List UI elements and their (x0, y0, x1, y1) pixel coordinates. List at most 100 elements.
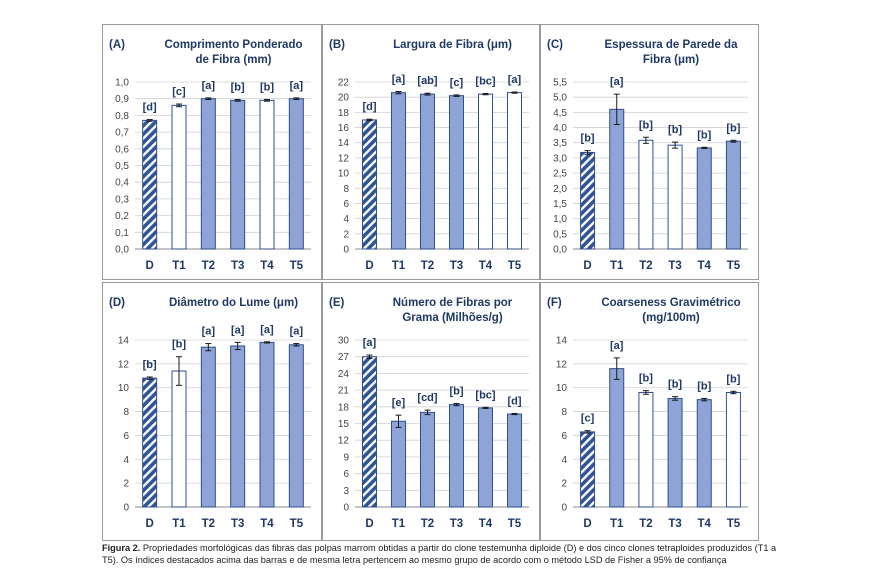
y-tick-label: 10 (118, 383, 130, 394)
group-letter-T2: [b] (639, 119, 653, 131)
error-bar-D (366, 118, 373, 122)
x-tick-label-D: D (583, 518, 591, 530)
group-letter-T5: [d] (507, 395, 521, 407)
y-tick-label: 4 (343, 214, 349, 225)
bar-D (362, 356, 377, 508)
y-tick-label: 1,0 (115, 78, 129, 89)
y-tick-label: 12 (118, 359, 130, 370)
error-bar-D (146, 376, 153, 380)
group-letter-T5: [a] (290, 80, 304, 92)
bar-T2 (638, 391, 654, 508)
y-tick-label: 4 (123, 455, 129, 466)
bar-D (142, 377, 158, 508)
error-bar-T2 (205, 97, 212, 101)
error-bar-T3 (453, 402, 460, 407)
bar-T3 (667, 397, 683, 508)
y-tick-label: 10 (338, 169, 350, 180)
error-bar-T3 (453, 94, 460, 97)
panel-A: (A) Comprimento Ponderado de Fibra (mm) 0,0… (102, 24, 322, 280)
group-letter-T5: [b] (726, 122, 740, 134)
bar-T5 (507, 413, 522, 508)
group-letter-T4: [b] (697, 129, 711, 141)
x-tick-label-D: D (365, 518, 373, 530)
bar-T4 (259, 99, 275, 250)
y-tick-label: 15 (338, 419, 350, 430)
error-bar-T5 (293, 97, 300, 101)
y-tick-label: 30 (338, 336, 350, 347)
y-tick-label: 0,0 (553, 245, 567, 256)
y-tick-label: 8 (123, 407, 129, 418)
error-bar-T1 (395, 414, 402, 428)
panel-label: (D) (109, 297, 125, 309)
error-bar-D (146, 119, 153, 122)
error-bar-T4 (482, 93, 489, 96)
chart-title-line: Diâmetro do Lume (μm) (169, 297, 298, 309)
y-tick-label: 12 (338, 153, 350, 164)
caption-text: Propriedades morfológicas das fibras das… (102, 543, 777, 565)
x-tick-label-T2: T2 (421, 518, 434, 530)
bar-T5 (288, 98, 304, 250)
y-tick-label: 22 (338, 78, 350, 89)
group-letter-D: [d] (143, 102, 157, 114)
y-tick-label: 24 (338, 369, 350, 380)
x-tick-label-T1: T1 (610, 260, 624, 272)
bar-T3 (449, 95, 464, 250)
bar-T2 (200, 98, 216, 250)
error-bar-T2 (424, 409, 431, 416)
bar-T5 (725, 140, 741, 250)
y-tick-label: 1,0 (553, 214, 567, 225)
group-letter-T3: [c] (450, 77, 464, 89)
y-tick-label: 0,8 (115, 111, 129, 122)
group-letter-D: [b] (581, 133, 595, 145)
group-letter-T3: [a] (231, 324, 245, 336)
group-letter-D: [b] (143, 359, 157, 371)
x-tick-label-T1: T1 (610, 518, 624, 530)
error-bar-T4 (482, 406, 489, 409)
bar-T1 (391, 420, 406, 508)
error-bar-T4 (701, 146, 708, 149)
panel-C: (C) Espessura de Parede da Fibra (μm) 0,0 0,… (540, 24, 759, 280)
bar-T2 (638, 139, 654, 250)
bar-T4 (259, 341, 275, 508)
group-letter-T1: [e] (392, 397, 406, 409)
y-tick-label: 0,7 (115, 128, 129, 139)
x-tick-label-T2: T2 (421, 260, 434, 272)
y-tick-label: 0,5 (115, 161, 129, 172)
chart-title-line: (mg/100m) (642, 312, 700, 324)
group-letter-T3: [b] (668, 124, 682, 136)
error-bar-T5 (511, 412, 518, 416)
group-letter-T2: [cd] (417, 392, 438, 404)
group-letter-T3: [b] (231, 82, 245, 94)
y-tick-label: 12 (338, 436, 350, 447)
x-tick-label-T3: T3 (231, 518, 244, 530)
group-letter-D: [a] (363, 337, 377, 349)
y-tick-label: 3 (343, 486, 349, 497)
group-letter-T2: [ab] (417, 75, 438, 87)
error-bar-T1 (176, 356, 182, 386)
error-bar-D (584, 150, 591, 155)
chart-title-line: Fibra (μm) (643, 54, 699, 66)
error-bar-T1 (613, 357, 620, 380)
y-tick-label: 2 (123, 479, 129, 490)
x-tick-label-T1: T1 (172, 518, 186, 530)
group-letter-T5: [a] (508, 74, 522, 86)
error-bar-T3 (234, 341, 241, 351)
y-tick-label: 2 (561, 479, 567, 490)
x-tick-label-T4: T4 (698, 260, 712, 272)
y-tick-label: 2 (343, 229, 349, 240)
error-bar-D (366, 354, 373, 359)
error-bar-T5 (293, 343, 300, 347)
x-tick-label-D: D (146, 518, 154, 530)
y-tick-label: 18 (338, 108, 350, 119)
error-bar-T5 (730, 139, 737, 143)
chart-title-line: de Fibra (mm) (195, 54, 271, 66)
panel-E: (E) Número de Fibras por Grama (Milhões/g)… (322, 282, 540, 541)
caption-label: Figura 2. (102, 543, 141, 553)
panel-F: (F) Coarseness Gravimétrico (mg/100m) 0 2 4 6 8… (540, 282, 759, 541)
error-bar-T1 (613, 93, 620, 126)
bar-T5 (507, 92, 522, 250)
bar-T4 (478, 407, 493, 508)
y-tick-label: 14 (338, 138, 350, 149)
y-tick-label: 0,4 (115, 178, 129, 189)
